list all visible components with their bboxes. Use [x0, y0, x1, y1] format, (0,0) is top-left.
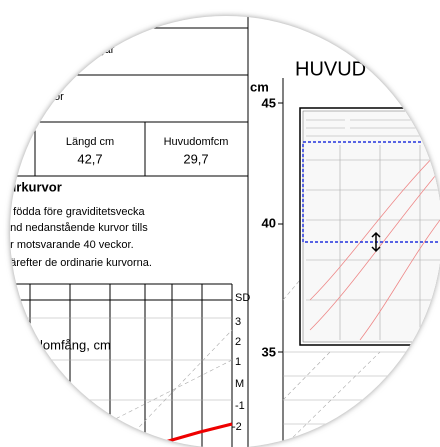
- sd-header: SD: [235, 292, 250, 304]
- sd-label: 1: [235, 356, 241, 368]
- axis-label: 35: [262, 344, 276, 359]
- form-value: 27: [6, 154, 18, 166]
- chart-title: HUVUD: [295, 58, 366, 80]
- section-line: änd nedanstående kurvor tills: [4, 222, 148, 234]
- form-value: 42,7: [77, 151, 102, 166]
- unit: cm: [250, 79, 269, 94]
- form-row: r + dagar: [70, 44, 115, 56]
- chart-label: lomfång, cm: [40, 337, 111, 352]
- sd-label: -1: [235, 400, 245, 412]
- axis-label: 40: [262, 215, 276, 230]
- sd-label: -2: [232, 421, 242, 433]
- sd-label: M: [235, 378, 244, 390]
- form-label: Huvudomfcm: [164, 136, 229, 148]
- sd-label: 2: [235, 336, 241, 348]
- form-row: don,veckor: [10, 91, 64, 103]
- section-title: turkurvor: [4, 179, 62, 194]
- section-line: därefter de ordinarie kurvorna.: [4, 257, 152, 269]
- form-value: 29,7: [183, 151, 208, 166]
- thumbnail: [299, 107, 440, 346]
- section-line: är motsvarande 40 veckor.: [4, 239, 134, 251]
- sd-label: 3: [235, 316, 241, 328]
- axis-label: 45: [262, 95, 276, 110]
- form-label: Längd cm: [66, 136, 114, 148]
- section-line: n födda före graviditetsvecka: [4, 206, 146, 218]
